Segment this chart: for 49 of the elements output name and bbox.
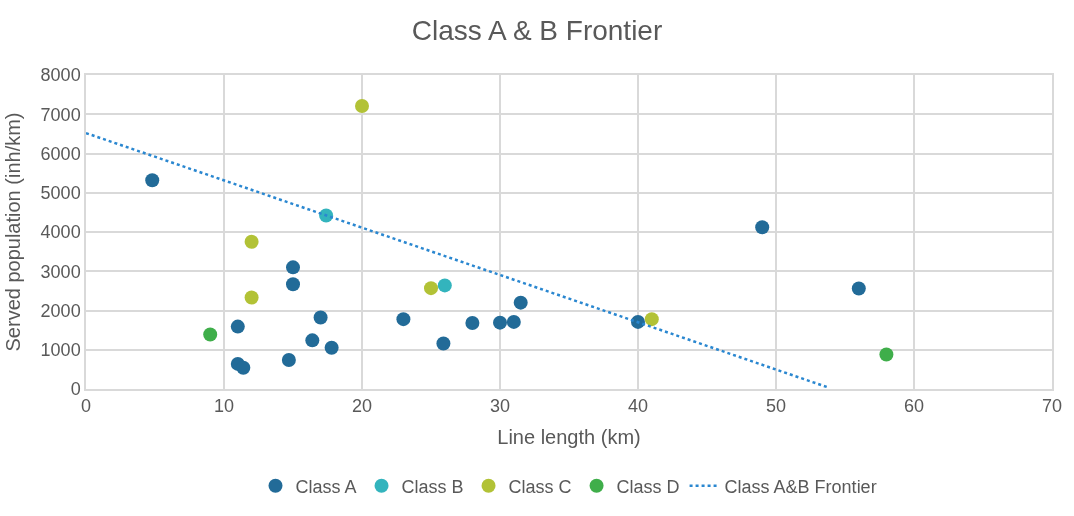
x-tick-label: 10	[213, 396, 235, 417]
point	[851, 281, 866, 296]
y-tick-label: 5000	[40, 183, 81, 204]
y-tick-label: 0	[70, 379, 81, 400]
legend-label: Class A&B Frontier	[724, 476, 877, 497]
point	[203, 327, 218, 342]
point	[313, 310, 328, 325]
legend-label: Class A	[295, 476, 357, 497]
legend-label: Class C	[508, 476, 572, 497]
y-tick-label: 8000	[40, 65, 81, 86]
y-tick-label: 6000	[40, 143, 81, 164]
point	[436, 336, 451, 351]
point	[437, 278, 452, 293]
point	[513, 295, 528, 310]
x-tick-label: 50	[765, 396, 787, 417]
y-tick-label: 1000	[40, 340, 81, 361]
y-axis-title: Served population (inh/km)	[1, 112, 24, 352]
point	[305, 333, 320, 348]
point	[644, 312, 659, 327]
chart-title: Class A & B Frontier	[411, 15, 663, 47]
point	[236, 360, 251, 375]
point	[244, 290, 259, 305]
point	[281, 352, 296, 367]
point	[396, 312, 411, 327]
point	[324, 340, 339, 355]
point	[355, 99, 369, 113]
legend-label: Class D	[616, 476, 680, 497]
point	[286, 260, 300, 275]
x-axis-title: Line length (km)	[497, 426, 641, 449]
point	[493, 315, 507, 330]
point	[424, 281, 438, 296]
point	[506, 314, 521, 329]
y-tick-label: 3000	[40, 261, 81, 282]
point	[755, 220, 770, 235]
point	[879, 347, 894, 362]
x-tick-label: 60	[903, 396, 925, 417]
x-tick-label: 20	[351, 396, 373, 417]
y-tick-label: 7000	[40, 104, 81, 125]
point	[465, 316, 480, 331]
legend-label: Class B	[401, 476, 464, 497]
x-tick-label: 70	[1041, 396, 1063, 417]
point	[230, 319, 245, 334]
x-tick-label: 30	[489, 396, 511, 417]
y-tick-label: 2000	[40, 300, 81, 321]
point	[145, 173, 160, 188]
point	[286, 277, 300, 292]
y-tick-label: 4000	[40, 222, 81, 243]
point	[244, 234, 259, 249]
x-tick-label: 40	[627, 396, 649, 417]
